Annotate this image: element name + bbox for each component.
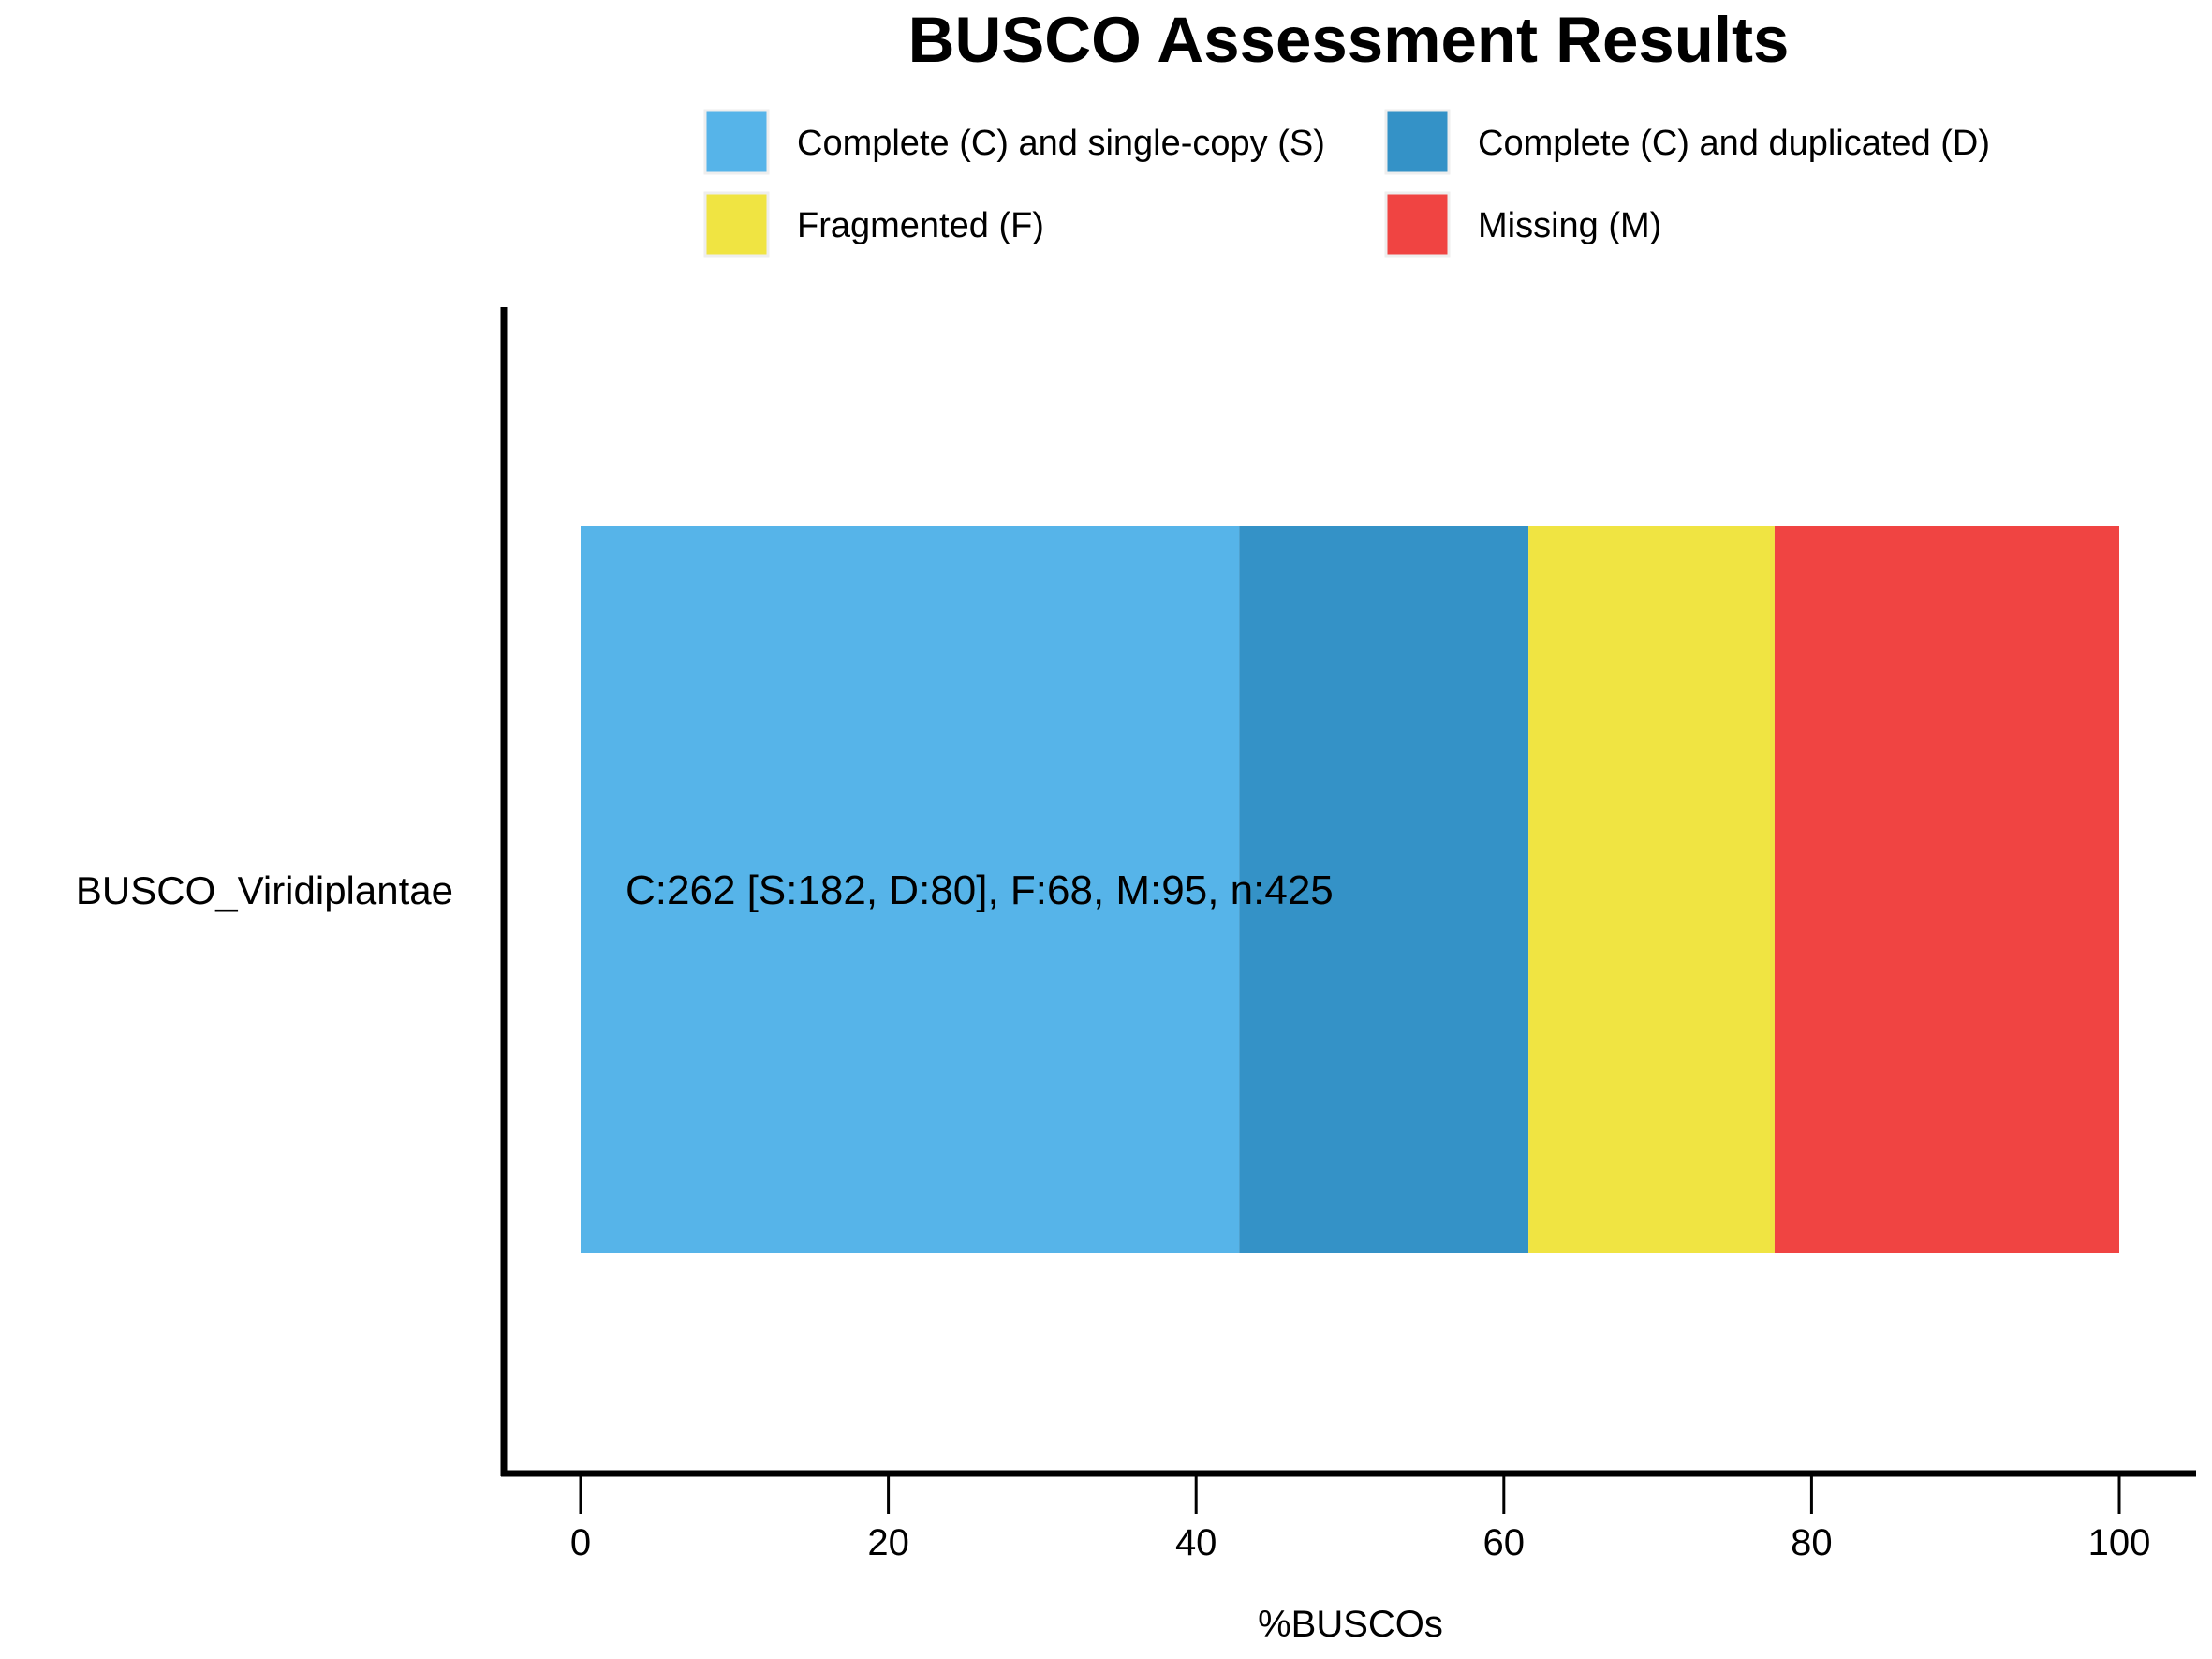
legend: Complete (C) and single-copy (S) Complete… <box>703 109 1990 258</box>
legend-label-0: Complete (C) and single-copy (S) <box>797 124 1325 163</box>
x-tick-label-3: 60 <box>1483 1522 1526 1563</box>
bar-group: C:262 [S:182, D:80], F:68, M:95, n:425 BU… <box>76 526 2119 1253</box>
bar-annotation: C:262 [S:182, D:80], F:68, M:95, n:425 <box>626 867 1334 913</box>
bar-segment-1 <box>1239 526 1529 1253</box>
axes: 0 20 40 60 80 100 %BUSCOs <box>500 307 2196 1645</box>
legend-label-1: Complete (C) and duplicated (D) <box>1478 124 1990 163</box>
legend-label-3: Missing (M) <box>1478 206 1661 245</box>
legend-swatch-1 <box>1384 109 1451 175</box>
category-label-0: BUSCO_Viridiplantae <box>76 868 453 912</box>
bar-segment-3 <box>1774 526 2119 1253</box>
legend-swatch-3 <box>1384 191 1451 258</box>
bar-segment-0 <box>581 526 1240 1253</box>
x-axis-label: %BUSCOs <box>1258 1604 1443 1645</box>
x-tick-label-2: 40 <box>1175 1522 1217 1563</box>
x-tick-label-5: 100 <box>2088 1522 2151 1563</box>
chart-title: BUSCO Assessment Results <box>908 4 1790 76</box>
legend-swatch-2 <box>703 191 770 258</box>
x-tick-label-1: 20 <box>867 1522 909 1563</box>
x-tick-label-0: 0 <box>570 1522 591 1563</box>
x-tick-label-4: 80 <box>1791 1522 1833 1563</box>
bar-segment-2 <box>1528 526 1775 1253</box>
legend-label-2: Fragmented (F) <box>797 206 1044 245</box>
legend-swatch-0 <box>703 109 770 175</box>
